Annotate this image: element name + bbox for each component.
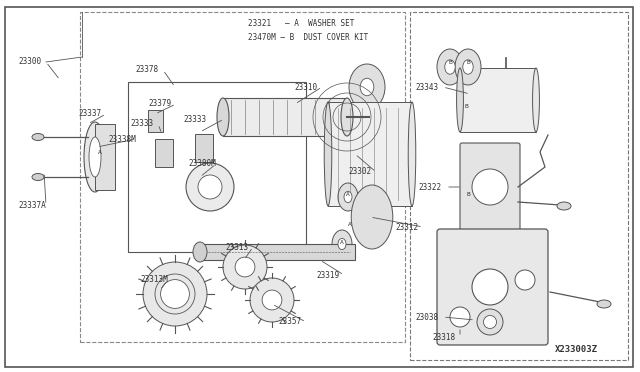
Ellipse shape: [324, 102, 332, 206]
Text: 23313M: 23313M: [140, 276, 168, 285]
Text: 23302: 23302: [348, 167, 371, 176]
Text: 23337: 23337: [78, 109, 101, 119]
Ellipse shape: [483, 315, 497, 328]
Ellipse shape: [338, 183, 358, 211]
Bar: [128, 82, 306, 252]
Text: B: B: [464, 105, 468, 109]
Bar: [95, 124, 115, 190]
Bar: [460, 68, 536, 132]
Ellipse shape: [84, 122, 106, 192]
Ellipse shape: [32, 173, 44, 180]
Ellipse shape: [344, 192, 352, 203]
Text: A: A: [98, 150, 102, 154]
Ellipse shape: [408, 102, 416, 206]
Ellipse shape: [349, 64, 385, 110]
Circle shape: [235, 257, 255, 277]
Text: 23322: 23322: [418, 183, 441, 192]
Text: B: B: [466, 60, 470, 64]
Bar: [195, 134, 213, 162]
Ellipse shape: [89, 137, 101, 177]
Ellipse shape: [456, 68, 463, 132]
Text: 23343: 23343: [415, 83, 438, 92]
Circle shape: [186, 163, 234, 211]
Circle shape: [143, 262, 207, 326]
Ellipse shape: [477, 309, 503, 335]
Ellipse shape: [463, 60, 473, 74]
Text: 23319: 23319: [316, 270, 339, 279]
Text: 23357: 23357: [278, 317, 301, 327]
Ellipse shape: [364, 205, 380, 229]
Ellipse shape: [557, 202, 571, 210]
Text: 23380M: 23380M: [188, 160, 216, 169]
Text: X233003Z: X233003Z: [555, 345, 598, 354]
Text: 23318: 23318: [432, 333, 455, 341]
Bar: [410, 12, 628, 360]
FancyBboxPatch shape: [460, 143, 520, 231]
Bar: [148, 110, 163, 132]
Text: 23378: 23378: [135, 65, 158, 74]
Ellipse shape: [351, 185, 393, 249]
Text: 23338M: 23338M: [108, 135, 136, 144]
Ellipse shape: [332, 230, 352, 258]
Text: 23310: 23310: [294, 83, 317, 92]
Ellipse shape: [360, 78, 374, 96]
Text: 23379: 23379: [148, 99, 171, 109]
Bar: [200, 244, 355, 260]
Text: A: A: [346, 192, 350, 196]
Text: 23038: 23038: [415, 312, 438, 321]
Text: 23321   — A  WASHER SET: 23321 — A WASHER SET: [248, 19, 355, 29]
Ellipse shape: [445, 60, 455, 74]
Bar: [328, 102, 412, 206]
Circle shape: [515, 270, 535, 290]
Ellipse shape: [193, 242, 207, 262]
Ellipse shape: [217, 98, 229, 136]
Circle shape: [472, 169, 508, 205]
Bar: [155, 139, 173, 167]
Text: B: B: [466, 192, 470, 196]
Text: A: A: [340, 240, 344, 244]
Ellipse shape: [597, 300, 611, 308]
Bar: [223, 98, 347, 136]
Text: 23470M — B  DUST COVER KIT: 23470M — B DUST COVER KIT: [248, 32, 368, 42]
Circle shape: [250, 278, 294, 322]
Ellipse shape: [338, 238, 346, 250]
Ellipse shape: [437, 49, 463, 85]
Ellipse shape: [358, 195, 387, 239]
Ellipse shape: [532, 68, 540, 132]
FancyBboxPatch shape: [437, 229, 548, 345]
Ellipse shape: [32, 134, 44, 141]
Text: B: B: [448, 60, 452, 64]
Text: 23337A: 23337A: [18, 201, 45, 209]
Circle shape: [223, 245, 267, 289]
Text: 23300: 23300: [18, 58, 41, 67]
Ellipse shape: [455, 49, 481, 85]
Text: A: A: [348, 221, 352, 227]
Circle shape: [472, 269, 508, 305]
Circle shape: [161, 280, 189, 308]
Circle shape: [262, 290, 282, 310]
Circle shape: [198, 175, 222, 199]
Text: 23333: 23333: [183, 115, 206, 124]
Text: 23313: 23313: [225, 243, 248, 251]
Bar: [80, 12, 405, 342]
Text: 23333: 23333: [130, 119, 153, 128]
Ellipse shape: [341, 98, 353, 136]
Circle shape: [450, 307, 470, 327]
Text: 23312: 23312: [395, 222, 418, 231]
